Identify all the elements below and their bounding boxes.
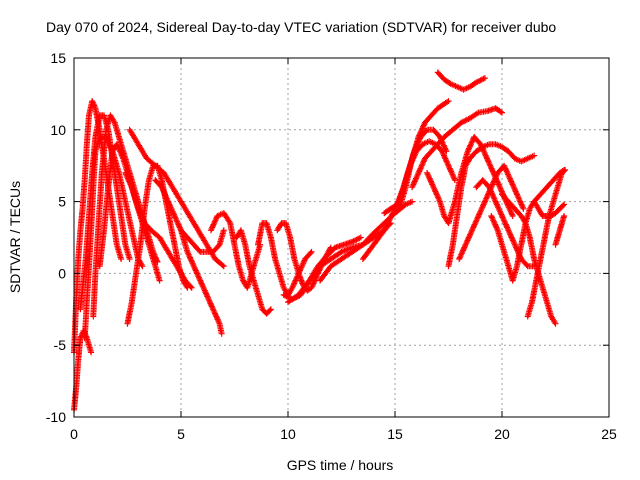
x-tick-label: 0 <box>70 426 78 442</box>
data-marks <box>71 69 569 413</box>
series-track-09 <box>122 169 195 291</box>
plus-markers <box>396 98 452 212</box>
plus-markers <box>456 162 527 262</box>
y-tick-label: 0 <box>58 265 66 281</box>
plus-markers <box>552 213 568 248</box>
plus-markers <box>524 167 569 320</box>
y-tick-label: -5 <box>54 337 67 353</box>
series-track-25 <box>445 141 538 270</box>
series-track-29 <box>499 191 559 327</box>
series-track-26 <box>456 162 527 262</box>
series-track-24 <box>434 69 488 93</box>
plus-markers <box>122 169 195 291</box>
series-track-22 <box>409 105 505 191</box>
plot-frame <box>73 57 610 418</box>
plus-markers <box>409 105 505 191</box>
series-track-32 <box>552 213 568 248</box>
series-track-10 <box>152 177 227 255</box>
series-track-12 <box>208 210 264 291</box>
x-tick-label: 20 <box>494 426 510 442</box>
series-track-21 <box>396 98 452 212</box>
series-track-11 <box>178 227 225 337</box>
plus-markers <box>233 227 274 317</box>
x-tick-label: 5 <box>177 426 185 442</box>
plus-markers <box>317 198 416 284</box>
plus-markers <box>499 191 559 327</box>
y-tick-label: -10 <box>46 409 66 425</box>
y-tick-label: 5 <box>58 194 66 210</box>
y-axis-title: SDTVAR / TECUs <box>7 181 23 293</box>
plus-markers <box>152 177 227 255</box>
series-track-18 <box>317 198 416 284</box>
chart-title: Day 070 of 2024, Sidereal Day-to-day VTE… <box>46 19 556 35</box>
x-tick-label: 15 <box>387 426 403 442</box>
plus-markers <box>434 69 488 93</box>
series-track-31 <box>524 167 569 320</box>
plus-markers <box>445 141 538 270</box>
plus-markers <box>178 227 225 337</box>
axis-ticks: 0 5 10 15 20 25 -10 -5 0 5 10 15 <box>46 50 617 442</box>
y-tick-label: 15 <box>50 50 66 66</box>
x-tick-label: 25 <box>601 426 617 442</box>
x-tick-label: 10 <box>280 426 296 442</box>
series-track-13 <box>233 227 274 317</box>
x-axis-title: GPS time / hours <box>287 457 394 473</box>
plus-markers <box>208 210 264 291</box>
y-tick-label: 10 <box>50 122 66 138</box>
